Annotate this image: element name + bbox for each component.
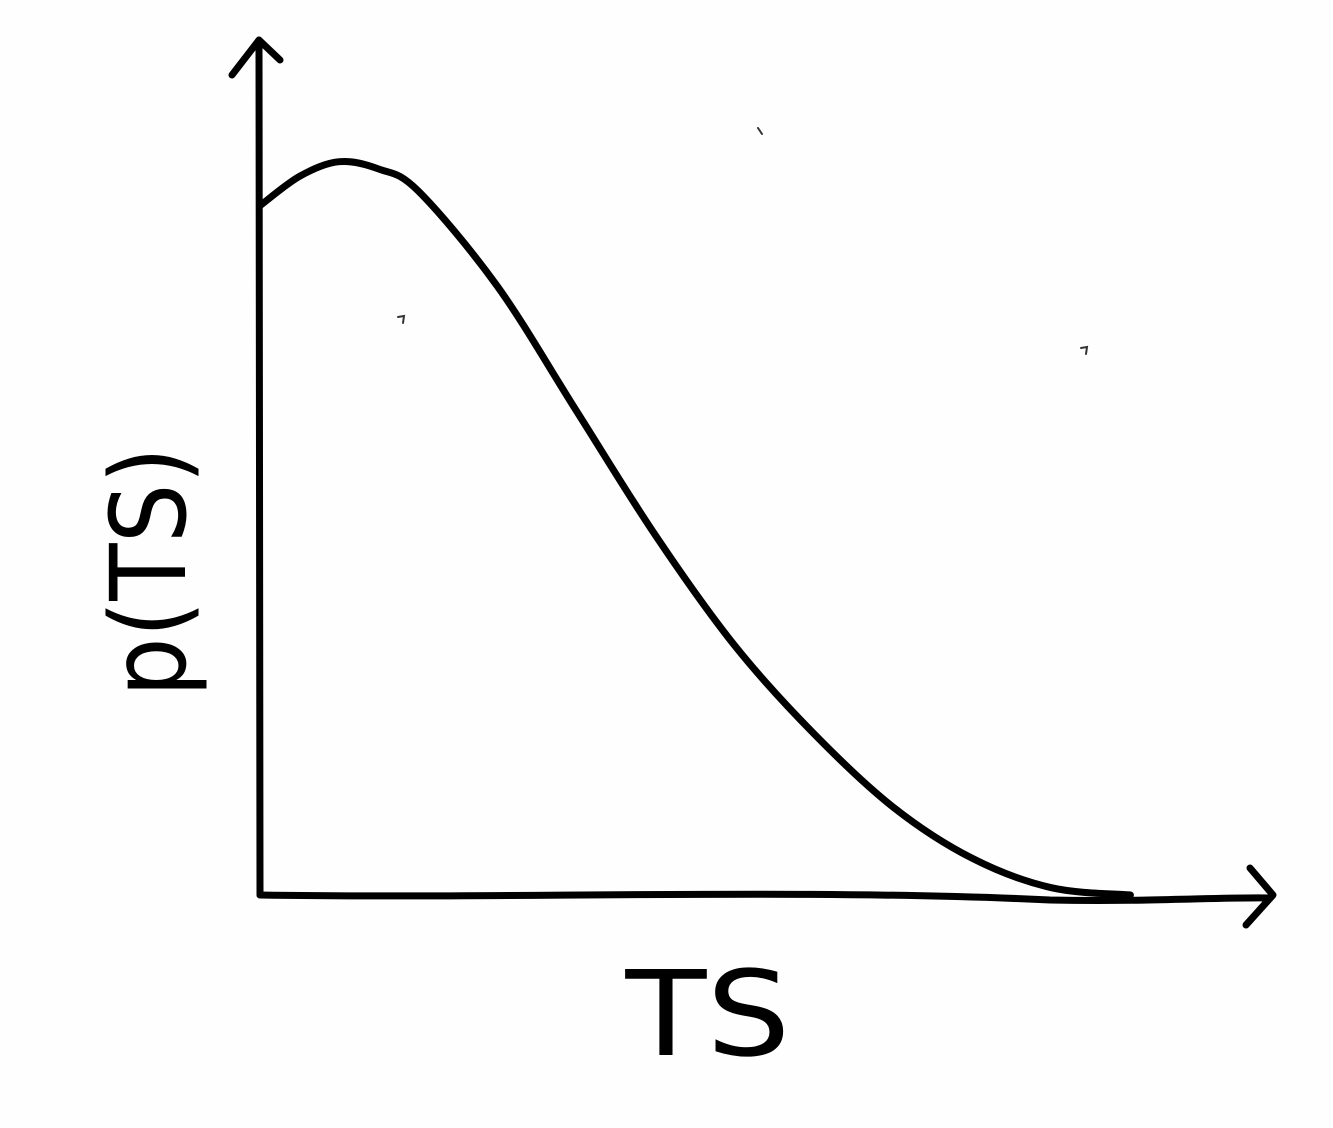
series-curve (256, 157, 1134, 899)
pencil-speck (1080, 345, 1089, 355)
x-axis-label: TS (624, 945, 790, 1083)
y-axis (255, 41, 264, 899)
x-axis (256, 890, 1274, 904)
y-axis-label: p(TS) (88, 447, 210, 697)
y-axis-arrowhead (228, 36, 284, 79)
pencil-speck (757, 127, 763, 135)
pencil-speck (397, 314, 406, 324)
x-axis-arrowhead (1242, 864, 1277, 929)
